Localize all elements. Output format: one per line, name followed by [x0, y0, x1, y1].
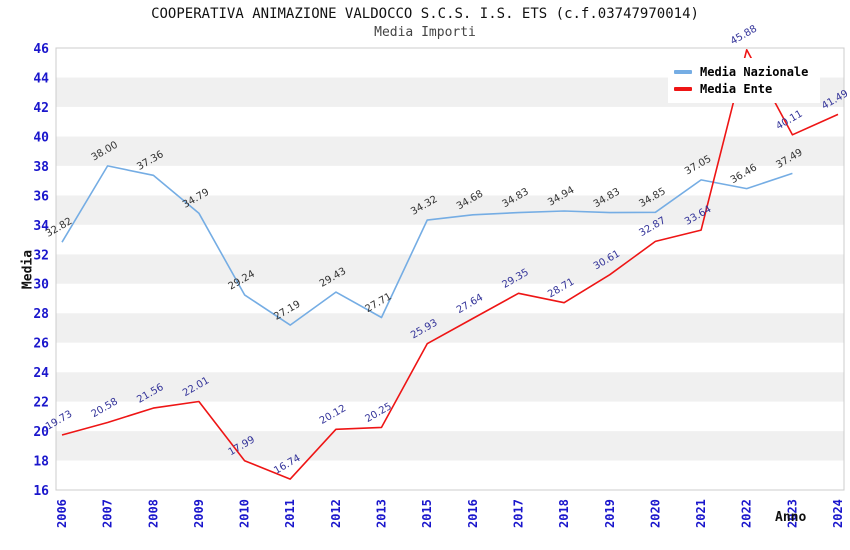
legend-marker-ente-icon: [674, 86, 692, 91]
y-tick-label: 28: [33, 307, 49, 322]
legend-item-media-nazionale: Media Nazionale: [674, 63, 814, 80]
chart-subtitle: Media Importi: [374, 25, 476, 40]
x-tick-label: 2020: [648, 499, 662, 528]
x-tick-label: 2021: [694, 499, 708, 528]
x-tick-label: 2010: [238, 499, 252, 528]
y-tick-label: 22: [33, 396, 49, 411]
x-tick-label: 2023: [785, 499, 799, 528]
plot-band: [56, 254, 844, 284]
y-tick-label: 44: [33, 71, 49, 86]
y-tick-label: 30: [33, 278, 49, 293]
plot-band: [56, 106, 844, 137]
x-tick-label: 2011: [283, 499, 297, 528]
y-tick-label: 46: [33, 42, 49, 57]
plot-band: [56, 372, 844, 402]
plot-band: [56, 401, 844, 432]
legend-marker-nazionale-icon: [674, 69, 692, 74]
series-line-media-nazionale: [61, 165, 793, 326]
legend-label: Media Ente: [700, 81, 773, 96]
y-tick-label: 24: [33, 366, 49, 381]
y-tick-label: 18: [33, 455, 49, 470]
plot-band: [56, 342, 844, 373]
legend: Media Nazionale Media Ente: [668, 58, 820, 103]
x-tick-label: 2008: [146, 499, 160, 528]
legend-label: Media Nazionale: [700, 64, 809, 79]
plot-band: [56, 431, 844, 461]
x-tick-label: 2019: [603, 499, 617, 528]
x-tick-label: 2017: [511, 499, 525, 528]
x-tick-label: 2015: [420, 499, 434, 528]
chart-title: COOPERATIVA ANIMAZIONE VALDOCCO S.C.S. I…: [151, 6, 699, 22]
plot-band: [56, 165, 844, 196]
y-tick-label: 16: [33, 484, 49, 499]
x-tick-label: 2006: [55, 499, 69, 528]
y-tick-label: 26: [33, 337, 49, 352]
x-tick-label: 2018: [557, 499, 571, 528]
x-tick-label: 2007: [101, 499, 115, 528]
plot-band: [56, 224, 844, 255]
y-tick-label: 36: [33, 189, 49, 204]
y-axis-title: Media: [20, 249, 36, 290]
legend-item-media-ente: Media Ente: [674, 80, 814, 97]
y-tick-label: 42: [33, 101, 49, 116]
y-tick-label: 34: [33, 219, 49, 234]
point-label: 45.88: [729, 24, 759, 48]
plot-band: [56, 460, 844, 490]
x-tick-label: 2024: [831, 499, 845, 528]
y-tick-label: 40: [33, 130, 49, 145]
plot-band: [56, 195, 844, 225]
y-tick-label: 32: [33, 248, 49, 263]
x-axis-title: Anno: [775, 510, 807, 525]
y-tick-label: 38: [33, 160, 49, 175]
x-tick-label: 2009: [192, 499, 206, 528]
x-tick-label: 2016: [466, 499, 480, 528]
plot-band: [56, 283, 844, 314]
x-tick-label: 2022: [740, 499, 754, 528]
series-line-media-ente: [61, 48, 839, 480]
x-tick-label: 2013: [375, 499, 389, 528]
plot-band: [56, 313, 844, 343]
x-tick-label: 2012: [329, 499, 343, 528]
plot-border: [55, 47, 845, 491]
y-tick-label: 20: [33, 425, 49, 440]
plot-band: [56, 136, 844, 166]
